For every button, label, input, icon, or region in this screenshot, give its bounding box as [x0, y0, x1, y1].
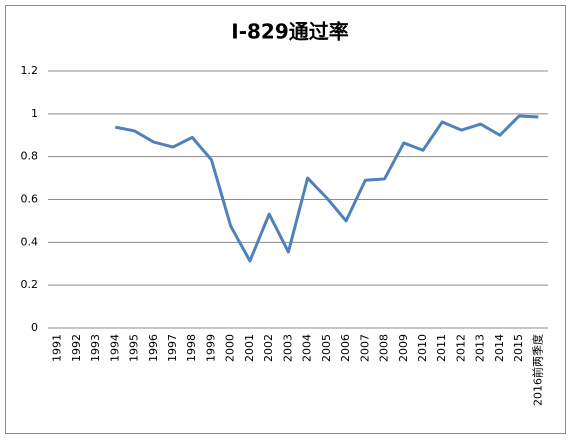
y-tick-label: 1	[31, 107, 38, 120]
chart-frame	[5, 5, 566, 434]
x-tick-label: 2015	[512, 334, 525, 362]
x-tick-label: 1996	[147, 334, 160, 362]
x-tick-label: 2013	[474, 334, 487, 362]
x-tick-label: 2014	[493, 334, 506, 362]
x-tick-label: 2002	[262, 334, 275, 362]
y-tick-label: 0.2	[21, 278, 39, 291]
x-tick-label: 1995	[128, 334, 141, 362]
y-tick-label: 0.6	[21, 193, 39, 206]
y-tick-label: 0.4	[21, 235, 39, 248]
x-tick-label: 1993	[89, 334, 102, 362]
x-tick-label: 1998	[185, 334, 198, 362]
x-tick-label: 1997	[166, 334, 179, 362]
x-tick-label: 2016前两季度	[530, 334, 544, 406]
x-tick-label: 2003	[281, 334, 294, 362]
x-tick-label: 2001	[243, 334, 256, 362]
x-tick-label: 2010	[416, 334, 429, 362]
x-tick-label: 2009	[397, 334, 410, 362]
x-tick-label: 1994	[108, 334, 121, 362]
x-tick-label: 2000	[224, 334, 237, 362]
y-tick-label: 0.8	[21, 150, 39, 163]
y-tick-label: 1.2	[21, 64, 39, 77]
x-tick-label: 1999	[204, 334, 217, 362]
data-line	[115, 114, 539, 263]
y-tick-label: 0	[31, 321, 38, 334]
x-tick-label: 1991	[51, 334, 64, 362]
x-tick-label: 2006	[339, 334, 352, 362]
x-tick-label: 2008	[378, 334, 391, 362]
x-tick-label: 2011	[435, 334, 448, 362]
x-tick-label: 1992	[70, 334, 83, 362]
chart-title: I-829通过率	[231, 20, 349, 44]
x-tick-label: 2012	[454, 334, 467, 362]
x-tick-label: 2007	[358, 334, 371, 362]
x-tick-label: 2005	[320, 334, 333, 362]
x-tick-label: 2004	[301, 334, 314, 362]
